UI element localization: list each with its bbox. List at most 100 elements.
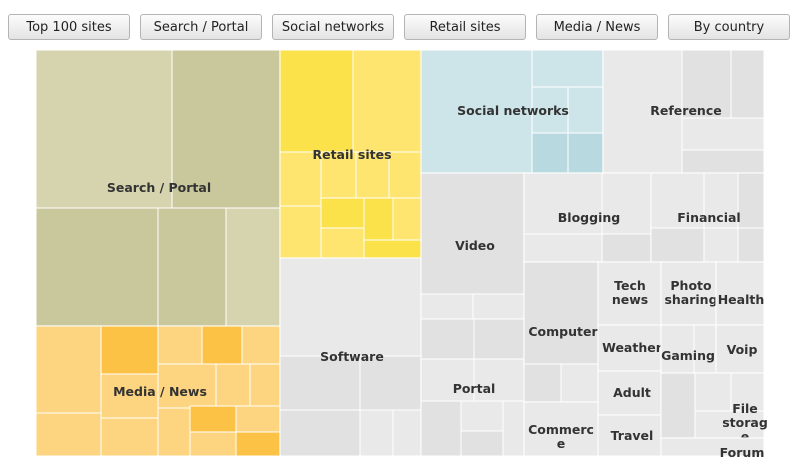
treemap-group-travel[interactable]: Travel [597, 414, 662, 457]
treemap-cell[interactable] [730, 49, 765, 119]
treemap-cell[interactable] [650, 172, 705, 229]
treemap-cell[interactable] [388, 151, 422, 199]
social-networks-button[interactable]: Social networks [272, 14, 394, 40]
treemap-cell[interactable] [660, 372, 696, 439]
treemap-cell[interactable] [157, 207, 227, 327]
treemap-cell[interactable] [35, 412, 102, 457]
treemap-cell[interactable] [279, 49, 354, 153]
treemap-cell[interactable] [597, 370, 662, 416]
treemap-cell[interactable] [363, 197, 394, 241]
treemap-cell[interactable] [660, 437, 765, 457]
treemap-cell[interactable] [681, 149, 765, 174]
treemap-cell[interactable] [597, 324, 662, 372]
treemap-cell[interactable] [279, 257, 422, 357]
treemap-cell[interactable] [681, 49, 732, 119]
treemap-cell[interactable] [320, 227, 365, 259]
treemap-group-blogging[interactable]: Blogging [523, 172, 652, 263]
treemap-cell[interactable] [472, 293, 525, 320]
treemap-cell[interactable] [392, 197, 422, 241]
by-country-button[interactable]: By country [668, 14, 790, 40]
treemap-cell[interactable] [359, 355, 422, 411]
treemap-cell[interactable] [523, 363, 562, 403]
treemap-cell[interactable] [523, 401, 599, 457]
treemap-cell[interactable] [279, 355, 361, 411]
treemap-cell[interactable] [320, 151, 357, 199]
treemap-cell[interactable] [531, 49, 604, 88]
treemap-cell[interactable] [279, 409, 361, 457]
treemap-cell[interactable] [597, 414, 662, 457]
treemap-group-media-news[interactable]: Media / News [35, 325, 281, 457]
treemap-group-reference[interactable]: Reference [602, 49, 765, 174]
treemap-cell[interactable] [420, 293, 474, 320]
treemap-group-search-portal[interactable]: Search / Portal [35, 49, 281, 327]
treemap-cell[interactable] [201, 325, 243, 365]
treemap-cell[interactable] [392, 409, 422, 457]
treemap-group-health[interactable]: Health [715, 261, 765, 326]
treemap-cell[interactable] [601, 233, 652, 263]
treemap-cell[interactable] [473, 358, 525, 402]
treemap-cell[interactable] [355, 151, 390, 199]
treemap-group-file-storage[interactable]: File storag e [660, 372, 768, 444]
treemap-cell[interactable] [225, 207, 281, 327]
treemap-cell[interactable] [460, 400, 504, 432]
top-100-sites-button[interactable]: Top 100 sites [8, 14, 130, 40]
treemap-cell[interactable] [730, 372, 765, 412]
treemap-cell[interactable] [35, 49, 173, 209]
treemap-cell[interactable] [660, 261, 717, 326]
treemap-group-video[interactable]: Video [420, 172, 525, 320]
treemap-group-photo-sharing[interactable]: Photo sharing [660, 261, 718, 326]
treemap-cell[interactable] [420, 400, 462, 457]
treemap-cell[interactable] [235, 431, 281, 457]
treemap-cell[interactable] [531, 132, 569, 174]
treemap-cell[interactable] [352, 49, 422, 153]
treemap-cell[interactable] [363, 239, 422, 259]
treemap-group-tech-news[interactable]: Tech news [597, 261, 662, 326]
treemap-cell[interactable] [241, 325, 281, 365]
treemap-cell[interactable] [560, 363, 599, 403]
treemap-cell[interactable] [660, 324, 695, 374]
treemap-cell[interactable] [602, 49, 683, 174]
treemap-cell[interactable] [567, 86, 604, 134]
treemap-group-voip[interactable]: Voip [715, 324, 765, 374]
treemap-cell[interactable] [235, 405, 281, 433]
treemap-group-retail-sites[interactable]: Retail sites [279, 49, 422, 259]
treemap-cell[interactable] [157, 325, 203, 365]
treemap-cell[interactable] [715, 261, 765, 326]
treemap-cell[interactable] [189, 431, 237, 457]
retail-sites-button[interactable]: Retail sites [404, 14, 526, 40]
treemap-group-adult[interactable]: Adult [597, 370, 662, 416]
treemap-group-software[interactable]: Software [279, 257, 422, 457]
treemap-group-gaming[interactable]: Gaming [660, 324, 717, 374]
treemap-cell[interactable] [215, 363, 251, 407]
treemap-cell[interactable] [523, 261, 599, 365]
treemap-group-social-networks[interactable]: Social networks [420, 49, 604, 174]
treemap-group-computer[interactable]: Computer [523, 261, 599, 403]
treemap-cell[interactable] [420, 49, 533, 174]
treemap-cell[interactable] [157, 407, 191, 457]
treemap-cell[interactable] [502, 400, 525, 457]
treemap-cell[interactable] [189, 405, 237, 433]
treemap-cell[interactable] [703, 227, 739, 263]
treemap-cell[interactable] [473, 318, 525, 360]
treemap-cell[interactable] [359, 409, 394, 457]
treemap-cell[interactable] [35, 207, 159, 327]
treemap-cell[interactable] [737, 227, 765, 263]
treemap-cell[interactable] [100, 325, 159, 375]
treemap-cell[interactable] [420, 318, 475, 360]
treemap-cell[interactable] [694, 372, 732, 412]
search-portal-button[interactable]: Search / Portal [140, 14, 262, 40]
treemap-cell[interactable] [650, 227, 705, 263]
treemap-cell[interactable] [681, 117, 765, 151]
treemap-cell[interactable] [601, 172, 652, 235]
treemap-group-portal[interactable]: Portal [420, 318, 525, 457]
treemap-cell[interactable] [460, 430, 504, 457]
treemap-cell[interactable] [249, 363, 281, 407]
treemap-cell[interactable] [279, 205, 322, 259]
treemap-cell[interactable] [35, 325, 102, 414]
treemap-group-weather[interactable]: Weather [597, 324, 663, 372]
treemap-group-forum[interactable]: Forum [660, 437, 765, 460]
media-news-button[interactable]: Media / News [536, 14, 658, 40]
treemap-cell[interactable] [737, 172, 765, 229]
treemap-cell[interactable] [703, 172, 739, 229]
treemap-cell[interactable] [320, 197, 365, 229]
